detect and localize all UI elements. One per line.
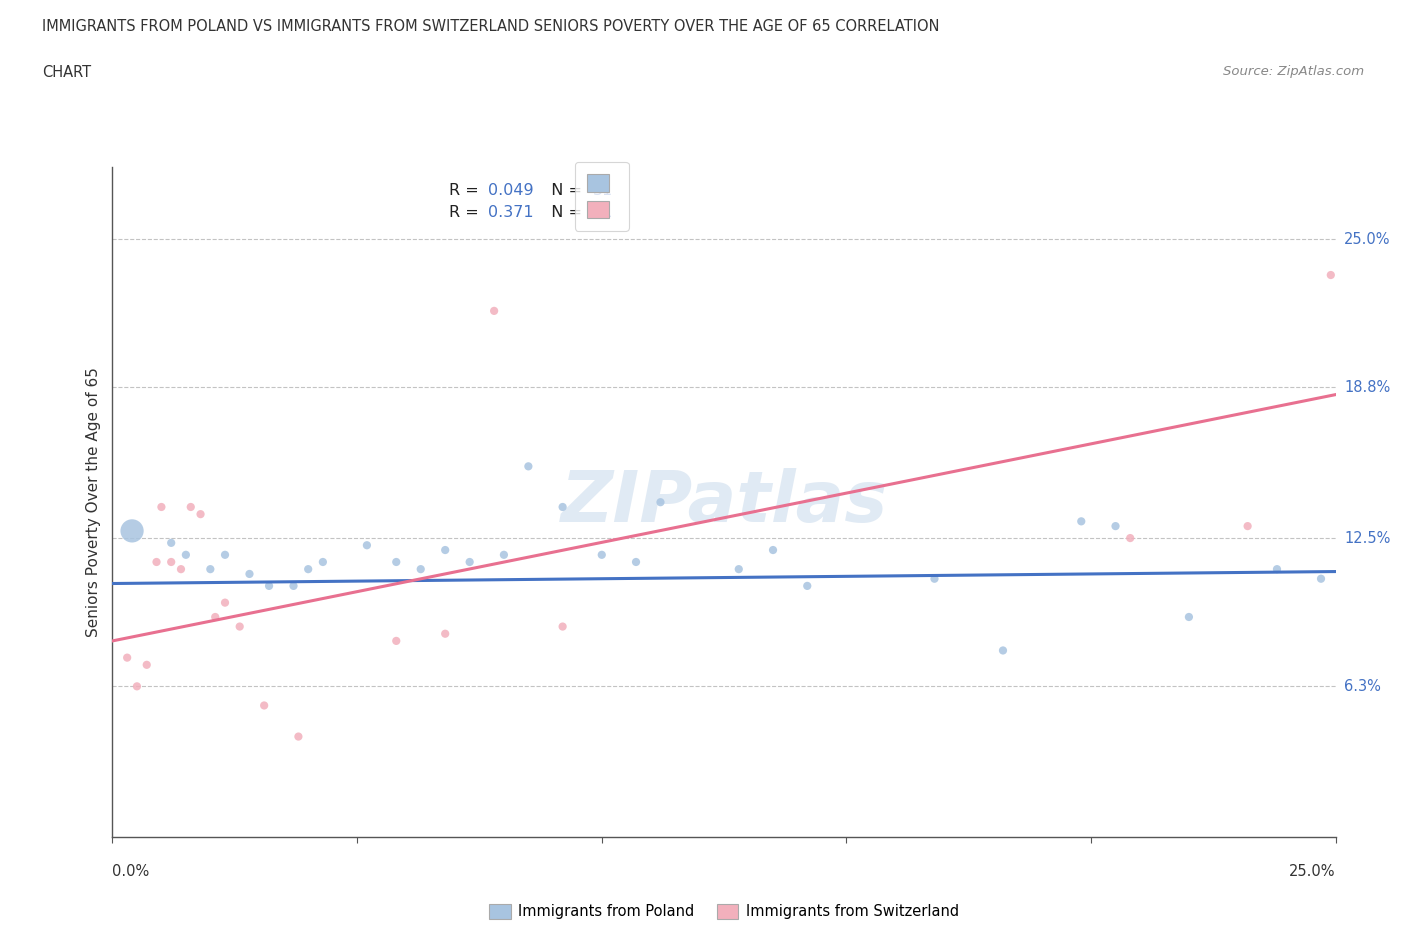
Point <box>214 548 236 563</box>
Point <box>434 626 457 641</box>
Text: 0.371: 0.371 <box>488 206 534 220</box>
Text: N =: N = <box>541 206 586 220</box>
Point <box>125 679 148 694</box>
Text: 25.0%: 25.0% <box>1289 864 1336 879</box>
Point <box>257 578 280 593</box>
Point <box>762 542 785 557</box>
Point <box>1320 268 1343 283</box>
Point <box>551 499 574 514</box>
Text: 0.0%: 0.0% <box>112 864 149 879</box>
Point <box>482 303 505 318</box>
Text: IMMIGRANTS FROM POLAND VS IMMIGRANTS FROM SWITZERLAND SENIORS POVERTY OVER THE A: IMMIGRANTS FROM POLAND VS IMMIGRANTS FRO… <box>42 19 939 33</box>
Point <box>624 554 647 569</box>
Point <box>991 643 1014 658</box>
Point <box>409 562 432 577</box>
Point <box>283 578 305 593</box>
Point <box>650 495 672 510</box>
Point <box>796 578 818 593</box>
Point <box>160 536 183 551</box>
Point <box>115 650 138 665</box>
Text: 25.0%: 25.0% <box>1344 232 1391 246</box>
Point <box>551 619 574 634</box>
Point <box>180 499 202 514</box>
Point <box>228 619 250 634</box>
Point <box>385 633 408 648</box>
Legend: Immigrants from Poland, Immigrants from Switzerland: Immigrants from Poland, Immigrants from … <box>484 897 965 925</box>
Point <box>121 524 143 538</box>
Point <box>170 562 193 577</box>
Text: N =: N = <box>541 183 586 198</box>
Point <box>1265 562 1288 577</box>
Point <box>1119 531 1142 546</box>
Point <box>492 548 515 563</box>
Point <box>174 548 197 563</box>
Point <box>238 566 260 581</box>
Text: CHART: CHART <box>42 65 91 80</box>
Point <box>1104 519 1126 534</box>
Point <box>253 698 276 713</box>
Point <box>1236 519 1258 534</box>
Point <box>150 499 173 514</box>
Text: 6.3%: 6.3% <box>1344 679 1381 694</box>
Text: 31: 31 <box>593 183 613 198</box>
Point <box>204 609 226 624</box>
Point <box>517 458 540 473</box>
Point <box>297 562 319 577</box>
Text: ZIPatlas: ZIPatlas <box>561 468 887 537</box>
Text: R =: R = <box>449 183 484 198</box>
Point <box>1070 514 1092 529</box>
Point <box>312 554 335 569</box>
Point <box>924 571 946 586</box>
Text: 0.049: 0.049 <box>488 183 534 198</box>
Text: Source: ZipAtlas.com: Source: ZipAtlas.com <box>1223 65 1364 78</box>
Point <box>591 548 613 563</box>
Point <box>135 658 157 672</box>
Point <box>434 542 457 557</box>
Point <box>190 507 212 522</box>
Point <box>1310 571 1333 586</box>
Point <box>1178 609 1201 624</box>
Point <box>200 562 222 577</box>
Y-axis label: Seniors Poverty Over the Age of 65: Seniors Poverty Over the Age of 65 <box>86 367 101 637</box>
Point <box>385 554 408 569</box>
Point <box>458 554 481 569</box>
Text: 21: 21 <box>593 206 613 220</box>
Text: 12.5%: 12.5% <box>1344 531 1391 546</box>
Text: 18.8%: 18.8% <box>1344 380 1391 395</box>
Point <box>145 554 167 569</box>
Point <box>727 562 749 577</box>
Text: R =: R = <box>449 206 484 220</box>
Point <box>287 729 309 744</box>
Point <box>214 595 236 610</box>
Point <box>160 554 183 569</box>
Point <box>356 538 378 552</box>
